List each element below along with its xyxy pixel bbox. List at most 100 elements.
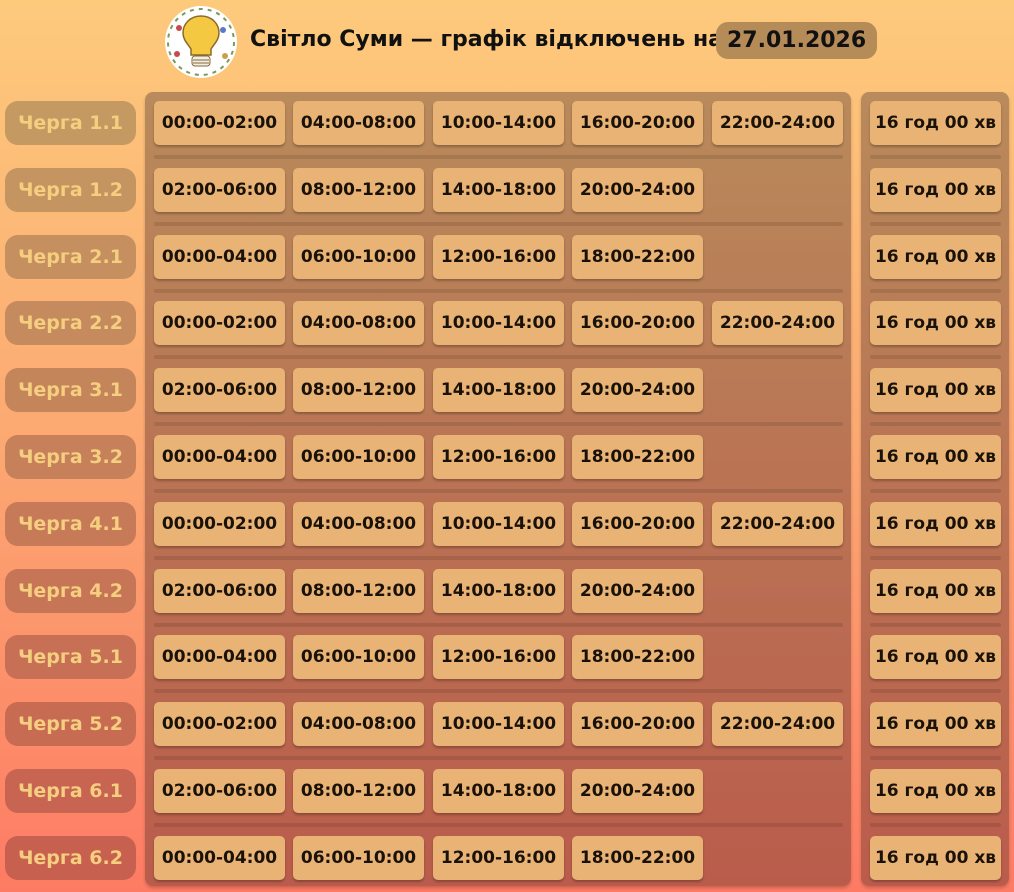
outage-slot: 06:00-10:00 [293, 835, 424, 880]
row-divider [154, 489, 843, 493]
outage-slot: 00:00-02:00 [154, 301, 285, 346]
outage-slot: 22:00-24:00 [712, 501, 843, 546]
outage-slot: 22:00-24:00 [712, 301, 843, 346]
outage-slot: 04:00-08:00 [293, 301, 424, 346]
row-divider [870, 355, 1001, 360]
row-divider [870, 288, 1001, 293]
page-title: Світло Суми — графік відключень на [250, 27, 723, 52]
outage-slot: 08:00-12:00 [293, 167, 424, 212]
total-duration: 16 год 00 хв [870, 234, 1001, 279]
outage-slot: 20:00-24:00 [572, 167, 703, 212]
total-duration: 16 год 00 хв [870, 501, 1001, 546]
outage-slot: 02:00-06:00 [154, 167, 285, 212]
row-divider [870, 221, 1001, 226]
header: Світло Суми — графік відключень на 27.01… [0, 0, 1014, 84]
queue-label: Черга 6.1 [5, 769, 136, 813]
total-duration: 16 год 00 хв [870, 769, 1001, 813]
outage-slot: 02:00-06:00 [154, 368, 285, 413]
outage-slot: 18:00-22:00 [572, 635, 703, 680]
row-divider [870, 622, 1001, 627]
row-divider [154, 555, 843, 560]
outage-slot: 06:00-10:00 [293, 635, 424, 680]
outage-slot: 20:00-24:00 [572, 568, 703, 613]
outage-slot: 16:00-20:00 [572, 301, 703, 346]
queue-label: Черга 1.2 [5, 167, 136, 212]
outage-slot: 16:00-20:00 [572, 501, 703, 546]
outage-slot: 16:00-20:00 [572, 101, 703, 145]
queue-label: Черга 3.1 [5, 368, 136, 413]
outage-slot: 18:00-22:00 [572, 435, 703, 479]
outage-slot: 00:00-02:00 [154, 101, 285, 145]
queue-label: Черга 2.2 [5, 301, 136, 346]
outage-slot: 14:00-18:00 [433, 769, 564, 813]
date-badge: 27.01.2026 [716, 22, 878, 59]
outage-slot: 10:00-14:00 [433, 501, 564, 546]
queue-label: Черга 1.1 [5, 101, 136, 145]
outage-slot: 00:00-02:00 [154, 702, 285, 747]
queue-label: Черга 4.1 [5, 501, 136, 546]
queue-label: Черга 4.2 [5, 568, 136, 613]
outage-slot: 18:00-22:00 [572, 234, 703, 279]
row-divider [870, 756, 1001, 761]
outage-slot: 00:00-04:00 [154, 435, 285, 479]
total-duration: 16 год 00 хв [870, 835, 1001, 880]
queue-label: Черга 6.2 [5, 835, 136, 880]
outage-slot: 20:00-24:00 [572, 368, 703, 413]
row-divider [870, 155, 1001, 159]
totals-panel [861, 92, 1009, 886]
outage-slot: 22:00-24:00 [712, 101, 843, 145]
row-divider [154, 622, 843, 627]
outage-slot: 08:00-12:00 [293, 368, 424, 413]
outage-slot: 12:00-16:00 [433, 835, 564, 880]
row-divider [154, 689, 843, 694]
lightbulb-icon [165, 6, 237, 78]
outage-slot: 06:00-10:00 [293, 234, 424, 279]
row-divider [154, 155, 843, 159]
outage-slot: 12:00-16:00 [433, 234, 564, 279]
outage-slot: 14:00-18:00 [433, 568, 564, 613]
outage-slot: 00:00-04:00 [154, 635, 285, 680]
queue-label: Черга 3.2 [5, 435, 136, 479]
outage-slot: 14:00-18:00 [433, 368, 564, 413]
outage-slot: 06:00-10:00 [293, 435, 424, 479]
total-duration: 16 год 00 хв [870, 568, 1001, 613]
total-duration: 16 год 00 хв [870, 368, 1001, 413]
row-divider [870, 555, 1001, 560]
total-duration: 16 год 00 хв [870, 635, 1001, 680]
outage-slot: 08:00-12:00 [293, 769, 424, 813]
total-duration: 16 год 00 хв [870, 435, 1001, 479]
outage-slot: 16:00-20:00 [572, 702, 703, 747]
outage-slot: 02:00-06:00 [154, 568, 285, 613]
outage-slot: 10:00-14:00 [433, 702, 564, 747]
row-divider [870, 422, 1001, 427]
queue-label: Черга 2.1 [5, 234, 136, 279]
outage-slot: 00:00-04:00 [154, 234, 285, 279]
outage-slot: 22:00-24:00 [712, 702, 843, 747]
outage-slot: 20:00-24:00 [572, 769, 703, 813]
queue-label: Черга 5.2 [5, 702, 136, 747]
total-duration: 16 год 00 хв [870, 167, 1001, 212]
row-divider [154, 823, 843, 827]
queue-label: Черга 5.1 [5, 635, 136, 680]
outage-slot: 00:00-02:00 [154, 501, 285, 546]
row-divider [154, 756, 843, 761]
outage-slot: 10:00-14:00 [433, 101, 564, 145]
row-divider [154, 355, 843, 360]
outage-slot: 12:00-16:00 [433, 435, 564, 479]
total-duration: 16 год 00 хв [870, 301, 1001, 346]
outage-slot: 18:00-22:00 [572, 835, 703, 880]
outage-slot: 04:00-08:00 [293, 501, 424, 546]
row-divider [870, 689, 1001, 694]
total-duration: 16 год 00 хв [870, 101, 1001, 145]
outage-slot: 14:00-18:00 [433, 167, 564, 212]
outage-slot: 04:00-08:00 [293, 702, 424, 747]
total-duration: 16 год 00 хв [870, 702, 1001, 747]
outage-slot: 10:00-14:00 [433, 301, 564, 346]
outage-slot: 02:00-06:00 [154, 769, 285, 813]
outage-slot: 12:00-16:00 [433, 635, 564, 680]
row-divider [154, 288, 843, 293]
row-divider [154, 422, 843, 427]
schedule-panel [145, 92, 851, 886]
outage-slot: 04:00-08:00 [293, 101, 424, 145]
outage-slot: 00:00-04:00 [154, 835, 285, 880]
